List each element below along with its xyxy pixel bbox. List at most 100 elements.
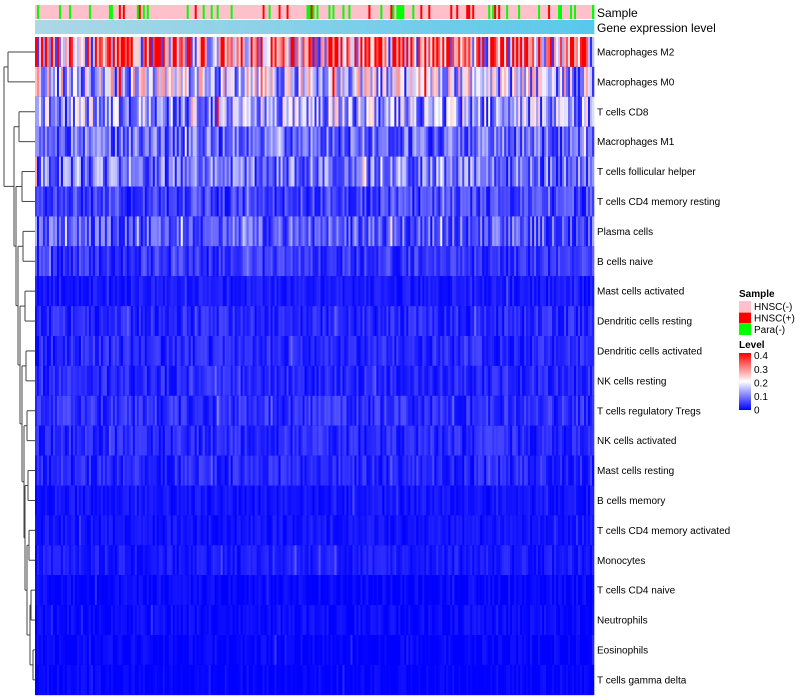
heatmap-cell bbox=[120, 37, 124, 68]
heatmap-cell bbox=[276, 96, 279, 127]
heatmap-cell bbox=[532, 455, 535, 486]
heatmap-cell bbox=[270, 37, 273, 68]
heatmap-cell bbox=[88, 37, 92, 68]
heatmap-cell bbox=[240, 126, 243, 157]
heatmap-cell bbox=[228, 306, 231, 337]
heatmap-cell bbox=[552, 96, 555, 127]
heatmap-cell bbox=[344, 246, 347, 277]
heatmap-cell bbox=[390, 276, 393, 307]
heatmap-cell bbox=[90, 306, 94, 337]
heatmap-cell bbox=[174, 156, 178, 187]
heatmap-cell bbox=[42, 246, 46, 277]
heatmap-cell bbox=[146, 276, 150, 307]
heatmap-cell bbox=[466, 246, 469, 277]
heatmap-cell bbox=[292, 216, 295, 247]
heatmap-cell bbox=[468, 66, 471, 98]
heatmap-cell bbox=[398, 425, 401, 456]
sample-annotation-cell bbox=[92, 5, 96, 19]
sample-annotation-cell bbox=[354, 5, 357, 19]
heatmap-cell bbox=[386, 37, 389, 68]
heatmap-cell bbox=[262, 186, 265, 217]
heatmap-cell bbox=[290, 395, 293, 426]
heatmap-cell bbox=[284, 66, 287, 98]
heatmap-cell bbox=[388, 455, 391, 486]
heatmap-cell bbox=[452, 186, 455, 217]
heatmap-cell bbox=[242, 455, 245, 486]
heatmap-cell bbox=[130, 395, 134, 426]
heatmap-cell bbox=[504, 276, 507, 307]
heatmap-cell bbox=[84, 216, 88, 247]
heatmap-cell bbox=[408, 156, 411, 187]
heatmap-cell bbox=[296, 365, 299, 397]
heatmap-cell bbox=[520, 425, 523, 456]
heatmap-cell bbox=[70, 306, 74, 337]
heatmap-cell bbox=[40, 395, 44, 426]
heatmap-cell bbox=[334, 66, 337, 98]
heatmap-cell bbox=[334, 425, 337, 456]
heatmap-cell bbox=[284, 455, 287, 486]
heatmap-cell bbox=[342, 425, 345, 456]
heatmap-cell bbox=[118, 485, 122, 516]
heatmap-cell bbox=[554, 37, 557, 68]
heatmap-cell bbox=[134, 455, 138, 486]
heatmap-cell bbox=[86, 306, 90, 337]
heatmap-cell bbox=[66, 276, 70, 307]
heatmap-cell bbox=[566, 246, 569, 277]
heatmap-cell bbox=[178, 425, 182, 456]
heatmap-cell bbox=[290, 216, 293, 247]
heatmap-cell bbox=[542, 186, 545, 217]
heatmap-cell bbox=[274, 306, 277, 337]
heatmap-cell bbox=[44, 96, 48, 127]
heatmap-cell bbox=[104, 485, 108, 516]
heatmap-cell bbox=[586, 306, 589, 337]
heatmap-cell bbox=[298, 96, 301, 127]
heatmap-cell bbox=[304, 37, 307, 68]
heatmap-cell bbox=[148, 336, 152, 367]
sample-annotation-cell bbox=[548, 5, 551, 19]
heatmap-cell bbox=[216, 336, 219, 367]
heatmap-cell bbox=[218, 306, 221, 337]
heatmap-cell bbox=[420, 66, 423, 98]
heatmap-cell bbox=[100, 37, 104, 68]
heatmap-cell bbox=[560, 186, 563, 217]
heatmap-cell bbox=[424, 455, 427, 486]
heatmap-cell bbox=[38, 395, 42, 426]
heatmap-cell bbox=[192, 216, 196, 247]
heatmap-cell bbox=[180, 126, 184, 157]
heatmap-cell bbox=[148, 306, 152, 337]
heatmap-cell bbox=[230, 455, 233, 486]
heatmap-cell bbox=[462, 276, 465, 307]
heatmap-cell bbox=[328, 96, 331, 127]
heatmap-cell bbox=[266, 425, 269, 456]
heatmap-cell bbox=[78, 126, 82, 157]
heatmap-cell bbox=[212, 276, 215, 307]
heatmap-cell bbox=[532, 96, 535, 127]
heatmap-cell bbox=[178, 126, 182, 157]
heatmap-cell bbox=[556, 276, 559, 307]
heatmap-cell bbox=[160, 66, 164, 98]
sample-annotation-cell bbox=[96, 5, 100, 19]
heatmap-cell bbox=[470, 395, 473, 426]
heatmap-cell bbox=[428, 365, 431, 397]
heatmap-cell bbox=[242, 365, 245, 397]
heatmap-cell bbox=[364, 96, 367, 127]
heatmap-cell bbox=[484, 96, 487, 127]
heatmap-cell bbox=[540, 246, 543, 277]
heatmap-cell bbox=[538, 336, 541, 367]
expression-annotation-cell bbox=[532, 20, 535, 34]
heatmap-cell bbox=[182, 186, 186, 217]
heatmap-cell bbox=[218, 246, 221, 277]
heatmap-cell bbox=[92, 216, 96, 247]
sample-annotation-cell bbox=[238, 5, 241, 19]
heatmap-cell bbox=[300, 66, 303, 98]
sample-annotation-cell bbox=[388, 5, 391, 19]
heatmap-cell bbox=[330, 66, 333, 98]
heatmap-cell bbox=[37, 126, 40, 157]
sample-annotation-cell bbox=[554, 5, 557, 19]
heatmap-cell bbox=[148, 96, 152, 127]
heatmap-cell bbox=[428, 186, 431, 217]
heatmap-cell bbox=[550, 156, 553, 187]
heatmap-cell bbox=[552, 365, 555, 397]
heatmap-cell bbox=[470, 96, 473, 127]
heatmap-cell bbox=[174, 455, 178, 486]
